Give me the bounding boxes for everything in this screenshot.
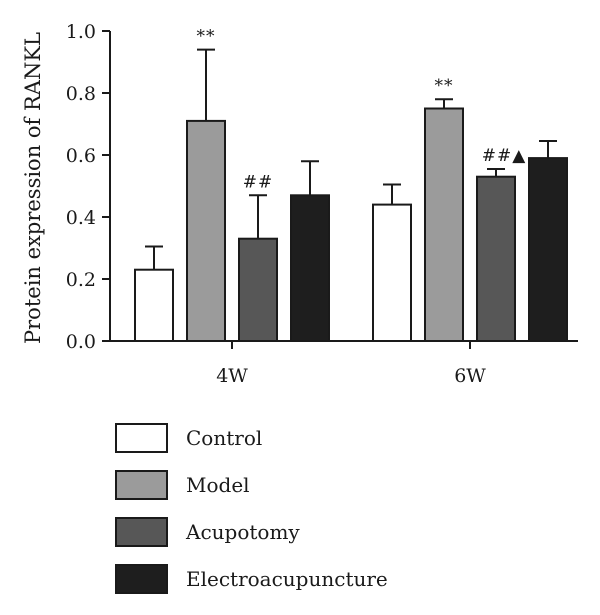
bars-layer: ** ## ** ##▲ (134, 27, 568, 343)
bar-acupotomy-6w (476, 175, 516, 342)
significance-annotation: ** (197, 27, 216, 47)
bar-control-6w (372, 203, 412, 342)
bar-electroacupuncture-6w (528, 157, 568, 342)
significance-annotation: ## (243, 172, 274, 192)
bar-model-6w (424, 107, 464, 342)
y-tick-label: 0.4 (66, 207, 96, 229)
y-tick-label: 0.0 (66, 331, 96, 353)
x-tick-label: 6W (454, 365, 486, 387)
legend-swatch-model (115, 470, 168, 500)
legend-label: Control (186, 426, 262, 450)
y-tick-label: 0.2 (66, 269, 96, 291)
x-tick-label: 4W (216, 365, 248, 387)
ticks-layer: 0.0 0.2 0.4 0.6 0.8 1.0 4W 6W (66, 21, 486, 387)
y-axis-title: Protein expression of RANKL (21, 32, 45, 344)
legend: Control Model Acupotomy Electroacupuncture (115, 423, 388, 594)
legend-swatch-electroacupuncture (115, 564, 168, 594)
y-tick-label: 1.0 (66, 21, 96, 43)
legend-swatch-acupotomy (115, 517, 168, 547)
y-tick-label: 0.8 (66, 83, 96, 105)
bar-control-4w (134, 268, 174, 343)
bar-acupotomy-4w (238, 237, 278, 342)
legend-label: Acupotomy (185, 520, 300, 544)
significance-annotation: ** (435, 76, 454, 96)
y-tick-label: 0.6 (66, 145, 96, 167)
bar-model-4w (186, 119, 226, 343)
significance-annotation: ##▲ (482, 146, 527, 166)
bar-electroacupuncture-4w (290, 194, 330, 342)
legend-label: Model (186, 473, 250, 497)
legend-swatch-control (115, 423, 168, 453)
axes-layer (109, 31, 578, 342)
legend-label: Electroacupuncture (186, 567, 388, 591)
